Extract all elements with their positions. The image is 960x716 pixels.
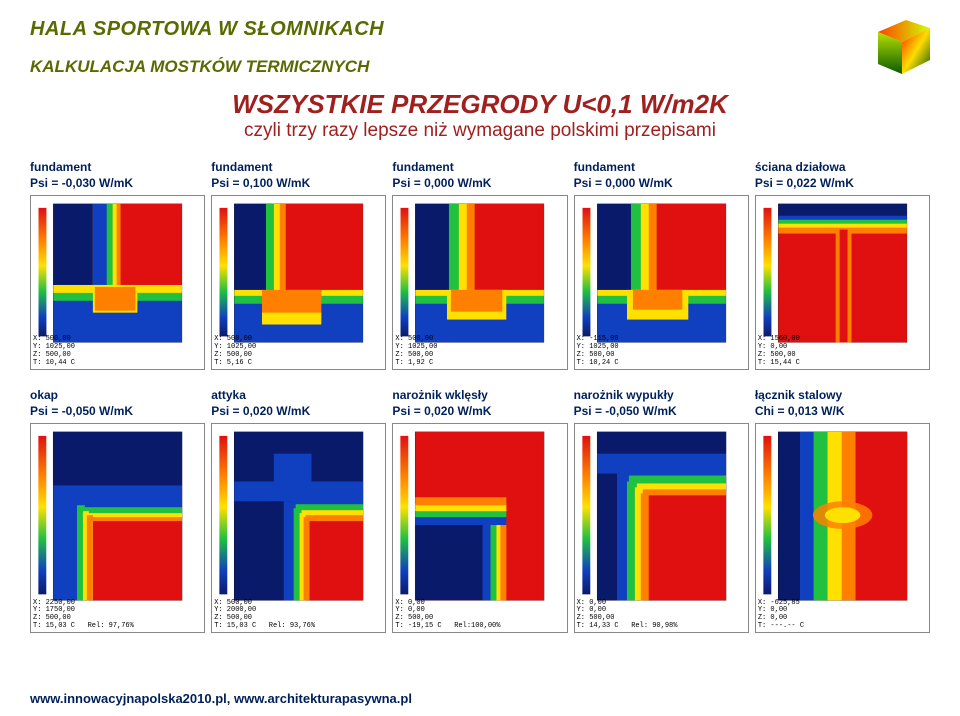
thermal-cell: okapPsi = -0,050 W/mK — [30, 388, 205, 633]
thermal-cell: łącznik stalowyChi = 0,013 W/K X: -625,8… — [755, 388, 930, 633]
thermal-image: X: 500,00 Y: 2000,00 Z: 500,00 T: 15,03 … — [211, 423, 386, 633]
thermal-readout: X: 500,00 Y: 2000,00 Z: 500,00 T: 15,03 … — [214, 600, 315, 631]
thermal-readout: X: 2250,00 Y: 1750,00 Z: 500,00 T: 15,03… — [33, 600, 134, 631]
thermal-readout: X: -115,00 Y: 1025,00 Z: 500,00 T: 10,24… — [577, 336, 619, 367]
thermal-label: attykaPsi = 0,020 W/mK — [211, 388, 386, 419]
thermal-cell: ściana działowaPsi = 0,022 W/mK X: 1560,… — [755, 160, 930, 370]
thermal-label: fundamentPsi = 0,000 W/mK — [392, 160, 567, 191]
thermal-readout: X: 500,00 Y: 1025,00 Z: 500,00 T: 1,92 C — [395, 336, 437, 367]
thermal-label: fundamentPsi = -0,030 W/mK — [30, 160, 205, 191]
thermal-image: X: 500,00 Y: 1025,00 Z: 500,00 T: 5,16 C — [211, 195, 386, 370]
thermal-cell: fundamentPsi = 0,100 W/mK X: 500,00 Y: 1… — [211, 160, 386, 370]
thermal-cell: fundamentPsi = 0,000 W/mK X: 500,00 Y: 1… — [392, 160, 567, 370]
thermal-label: narożnik wypukłyPsi = -0,050 W/mK — [574, 388, 749, 419]
thermal-label: ściana działowaPsi = 0,022 W/mK — [755, 160, 930, 191]
thermal-image: X: 0,00 Y: 0,00 Z: 500,00 T: 14,33 C Rel… — [574, 423, 749, 633]
thermal-cell: narożnik wklęsłyPsi = 0,020 W/mK X: 0,00… — [392, 388, 567, 633]
thermal-label: okapPsi = -0,050 W/mK — [30, 388, 205, 419]
thermal-image: X: -625,85 Y: 0,00 Z: 0,00 T: ---.-- C — [755, 423, 930, 633]
thermal-label: narożnik wklęsłyPsi = 0,020 W/mK — [392, 388, 567, 419]
hero-line1: WSZYSTKIE PRZEGRODY U<0,1 W/m2K — [30, 89, 930, 120]
thermal-label: fundamentPsi = 0,100 W/mK — [211, 160, 386, 191]
thermal-image: X: 500,00 Y: 1025,00 Z: 500,00 T: 10,44 … — [30, 195, 205, 370]
thermal-readout: X: 500,00 Y: 1025,00 Z: 500,00 T: 5,16 C — [214, 336, 256, 367]
thermal-row-2: okapPsi = -0,050 W/mK — [30, 388, 930, 633]
page-subtitle: KALKULACJA MOSTKÓW TERMICZNYCH — [30, 57, 930, 77]
thermal-image: X: 500,00 Y: 1025,00 Z: 500,00 T: 1,92 C — [392, 195, 567, 370]
thermal-cell: fundamentPsi = 0,000 W/mK X: -115,00 Y: … — [574, 160, 749, 370]
thermal-cell: attykaPsi = 0,020 W/mK X: 500,00 Y: — [211, 388, 386, 633]
thermal-readout: X: 1560,00 Y: 0,00 Z: 500,00 T: 15,44 C — [758, 336, 800, 367]
thermal-cell: narożnik wypukłyPsi = -0,050 W/mK X: 0,0… — [574, 388, 749, 633]
thermal-readout: X: -625,85 Y: 0,00 Z: 0,00 T: ---.-- C — [758, 600, 804, 631]
footer-text: www.innowacyjnapolska2010.pl, www.archit… — [30, 691, 412, 706]
hero-block: WSZYSTKIE PRZEGRODY U<0,1 W/m2K czyli tr… — [30, 89, 930, 142]
thermal-row-1: fundamentPsi = -0,030 W/mK — [30, 160, 930, 370]
thermal-image: X: 2250,00 Y: 1750,00 Z: 500,00 T: 15,03… — [30, 423, 205, 633]
thermal-label: łącznik stalowyChi = 0,013 W/K — [755, 388, 930, 419]
thermal-label: fundamentPsi = 0,000 W/mK — [574, 160, 749, 191]
thermal-cell: fundamentPsi = -0,030 W/mK — [30, 160, 205, 370]
thermal-image: X: 1560,00 Y: 0,00 Z: 500,00 T: 15,44 C — [755, 195, 930, 370]
page-title: HALA SPORTOWA W SŁOMNIKACH — [30, 18, 930, 41]
thermal-image: X: -115,00 Y: 1025,00 Z: 500,00 T: 10,24… — [574, 195, 749, 370]
thermal-readout: X: 0,00 Y: 0,00 Z: 500,00 T: 14,33 C Rel… — [577, 600, 678, 631]
thermal-readout: X: 500,00 Y: 1025,00 Z: 500,00 T: 10,44 … — [33, 336, 75, 367]
thermal-image: X: 0,00 Y: 0,00 Z: 500,00 T: -19,15 C Re… — [392, 423, 567, 633]
hero-line2: czyli trzy razy lepsze niż wymagane pols… — [30, 120, 930, 142]
thermal-readout: X: 0,00 Y: 0,00 Z: 500,00 T: -19,15 C Re… — [395, 600, 500, 631]
corner-cube-icon — [868, 14, 934, 80]
